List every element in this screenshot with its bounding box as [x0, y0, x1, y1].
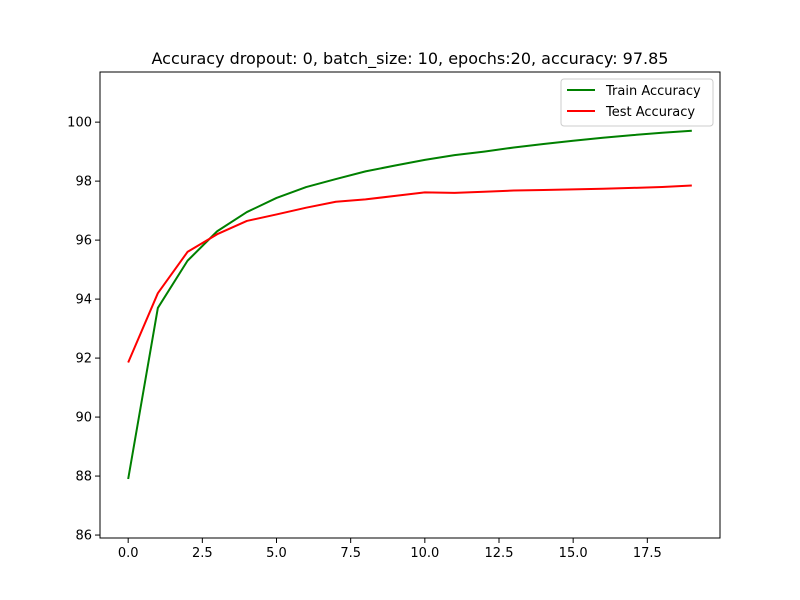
y-tick-label: 88	[75, 470, 92, 485]
test-accuracy-line	[127, 184, 692, 363]
train-accuracy-line	[127, 129, 692, 480]
x-tick-label: 12.5	[485, 546, 514, 561]
plot-series	[127, 129, 692, 480]
x-tick-label: 17.5	[633, 546, 662, 561]
x-tick-label: 7.5	[340, 546, 361, 561]
y-tick-label: 90	[75, 411, 92, 426]
x-tick-label: 0.0	[118, 546, 139, 561]
y-tick-label: 92	[75, 352, 92, 367]
x-tick-label: 5.0	[266, 546, 287, 561]
y-tick-label: 98	[75, 175, 92, 190]
x-tick-label: 15.0	[559, 546, 588, 561]
legend-train-label: Train Accuracy	[605, 84, 701, 99]
x-tick-label: 10.0	[410, 546, 439, 561]
x-tick-label: 2.5	[192, 546, 213, 561]
legend-test-label: Test Accuracy	[605, 105, 695, 120]
axes-frame	[99, 71, 721, 539]
x-axis: 0.0 2.5 5.0 7.5 10.0 12.5 15.0 17.5	[118, 538, 662, 561]
y-tick-label: 100	[67, 116, 92, 131]
legend-box	[560, 78, 714, 127]
y-tick-label: 94	[75, 293, 92, 308]
y-axis: 86 88 90 92 94 96 98 100	[67, 116, 100, 544]
y-tick-label: 86	[75, 529, 92, 544]
legend: Train Accuracy Test Accuracy	[560, 78, 714, 127]
chart-title: Accuracy dropout: 0, batch_size: 10, epo…	[152, 49, 669, 69]
y-tick-label: 96	[75, 234, 92, 249]
